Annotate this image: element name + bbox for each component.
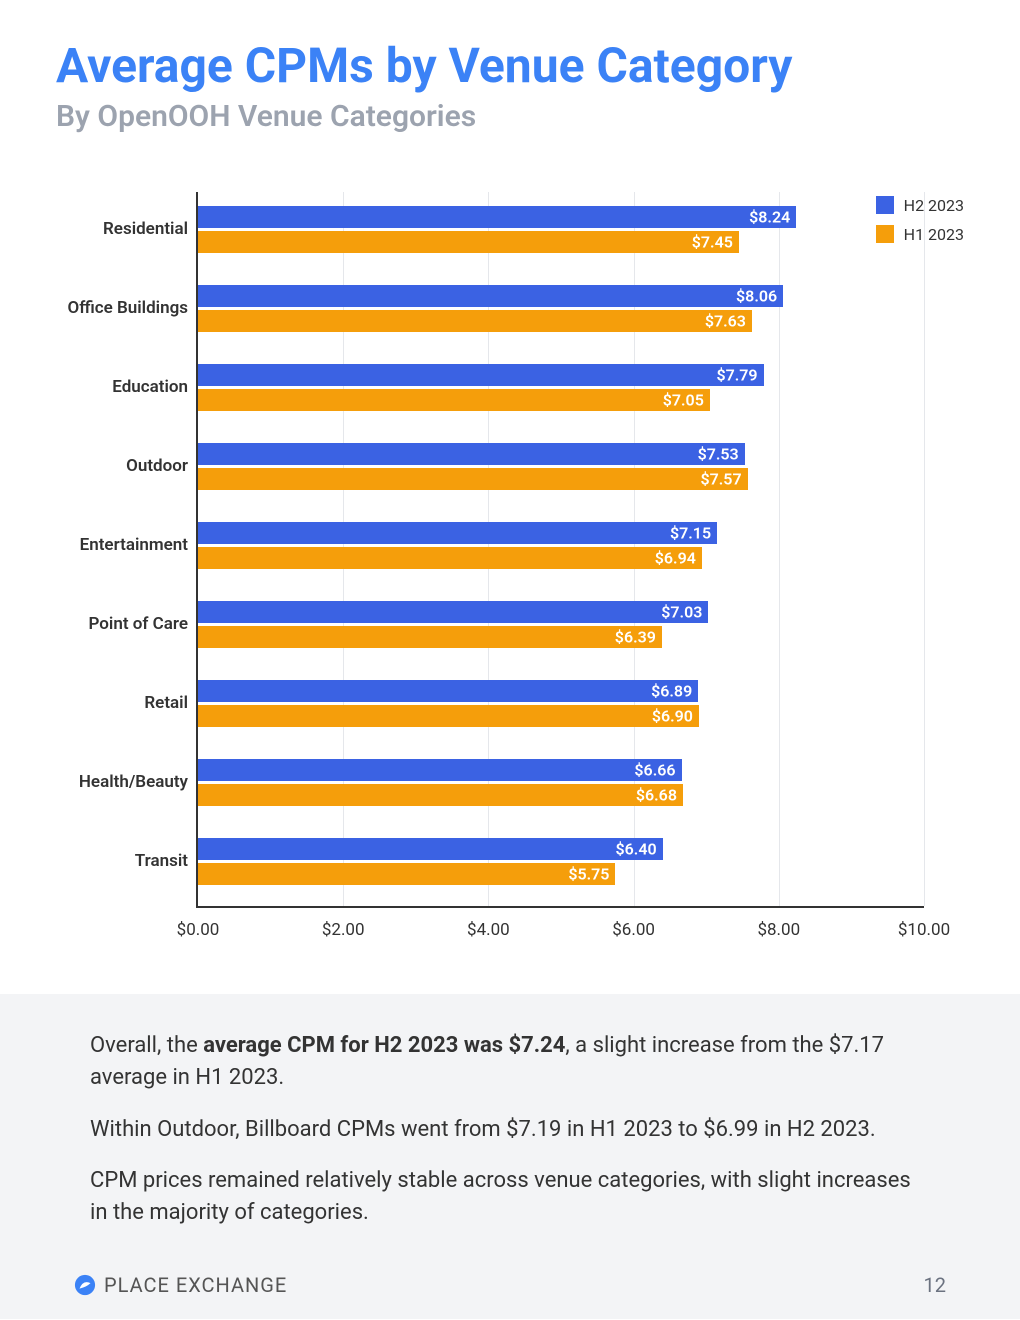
legend: H2 2023 H1 2023 — [876, 196, 964, 254]
bar: $7.53 — [198, 443, 745, 465]
category-group: Point of Care$7.03$6.39 — [198, 601, 924, 648]
bar: $6.90 — [198, 705, 699, 727]
category-label: Residential — [103, 219, 198, 239]
bar: $5.75 — [198, 863, 615, 885]
brand: PLACE EXCHANGE — [74, 1273, 287, 1297]
note-3: CPM prices remained relatively stable ac… — [90, 1165, 930, 1229]
bar: $6.39 — [198, 626, 662, 648]
bar-value-label: $6.68 — [636, 785, 677, 804]
cpm-chart: $0.00 $2.00 $4.00 $6.00 $8.00 $10.00 Residenti… — [56, 174, 964, 964]
bar: $6.40 — [198, 838, 663, 860]
page-number: 12 — [924, 1273, 946, 1297]
category-label: Office Buildings — [68, 298, 198, 318]
bar-value-label: $6.39 — [615, 627, 656, 646]
bar: $6.89 — [198, 680, 698, 702]
bar-value-label: $6.94 — [655, 548, 696, 567]
category-group: Retail$6.89$6.90 — [198, 680, 924, 727]
category-group: Transit$6.40$5.75 — [198, 838, 924, 885]
bar: $7.57 — [198, 468, 748, 490]
page-subtitle: By OpenOOH Venue Categories — [56, 99, 964, 134]
bar-value-label: $6.40 — [616, 839, 657, 858]
bar-value-label: $7.57 — [700, 469, 741, 488]
note-2: Within Outdoor, Billboard CPMs went from… — [90, 1114, 930, 1146]
legend-label: H1 2023 — [904, 225, 964, 244]
bar: $7.45 — [198, 231, 739, 253]
bar-value-label: $6.90 — [652, 706, 693, 725]
notes-section: Overall, the average CPM for H2 2023 was… — [0, 994, 1020, 1319]
x-axis-label: $8.00 — [757, 920, 800, 940]
bar-value-label: $6.66 — [634, 760, 675, 779]
header: Average CPMs by Venue Category By OpenOO… — [0, 0, 1020, 154]
bar: $8.24 — [198, 206, 796, 228]
category-label: Point of Care — [88, 614, 198, 634]
bar: $6.66 — [198, 759, 682, 781]
legend-label: H2 2023 — [904, 196, 964, 215]
bar: $6.94 — [198, 547, 702, 569]
bar: $7.79 — [198, 364, 764, 386]
note-1-bold: average CPM for H2 2023 was $7.24 — [203, 1033, 565, 1058]
legend-swatch — [876, 225, 894, 243]
bar-value-label: $7.15 — [670, 523, 711, 542]
x-axis-label: $6.00 — [612, 920, 655, 940]
legend-item: H2 2023 — [876, 196, 964, 215]
bar: $7.15 — [198, 522, 717, 544]
category-label: Transit — [135, 851, 198, 871]
category-group: Education$7.79$7.05 — [198, 364, 924, 411]
bar-value-label: $7.45 — [692, 232, 733, 251]
chart-inner: $0.00 $2.00 $4.00 $6.00 $8.00 $10.00 Residenti… — [56, 174, 964, 964]
bar-value-label: $6.89 — [651, 681, 692, 700]
x-axis-label: $0.00 — [177, 920, 220, 940]
category-group: Health/Beauty$6.66$6.68 — [198, 759, 924, 806]
brand-icon — [74, 1274, 96, 1296]
bar-value-label: $8.24 — [749, 207, 790, 226]
bar: $6.68 — [198, 784, 683, 806]
category-label: Outdoor — [126, 456, 198, 476]
bar-value-label: $7.53 — [698, 444, 739, 463]
category-label: Education — [112, 377, 198, 397]
bar: $7.05 — [198, 389, 710, 411]
category-label: Health/Beauty — [79, 772, 198, 792]
x-axis-label: $4.00 — [467, 920, 510, 940]
bar: $7.63 — [198, 310, 752, 332]
bar-value-label: $7.05 — [663, 390, 704, 409]
legend-item: H1 2023 — [876, 225, 964, 244]
category-group: Office Buildings$8.06$7.63 — [198, 285, 924, 332]
bar-value-label: $7.63 — [705, 311, 746, 330]
bar: $7.03 — [198, 601, 708, 623]
bar-value-label: $5.75 — [568, 864, 609, 883]
page: Average CPMs by Venue Category By OpenOO… — [0, 0, 1020, 1319]
bar-value-label: $7.79 — [716, 365, 757, 384]
category-label: Entertainment — [80, 535, 198, 555]
x-axis-label: $2.00 — [322, 920, 365, 940]
note-1-pre: Overall, the — [90, 1033, 203, 1058]
category-group: Outdoor$7.53$7.57 — [198, 443, 924, 490]
gridline — [924, 192, 925, 906]
category-label: Retail — [144, 693, 198, 713]
category-group: Entertainment$7.15$6.94 — [198, 522, 924, 569]
brand-text: PLACE EXCHANGE — [104, 1273, 287, 1297]
plot-area: $0.00$2.00$4.00$6.00$8.00$10.00Residenti… — [196, 192, 924, 908]
bar: $8.06 — [198, 285, 783, 307]
x-axis-label: $10.00 — [898, 920, 950, 940]
footer: PLACE EXCHANGE 12 — [74, 1273, 946, 1297]
bar-value-label: $8.06 — [736, 286, 777, 305]
category-group: Residential$8.24$7.45 — [198, 206, 924, 253]
page-title: Average CPMs by Venue Category — [56, 40, 964, 93]
bar-value-label: $7.03 — [661, 602, 702, 621]
legend-swatch — [876, 196, 894, 214]
note-1: Overall, the average CPM for H2 2023 was… — [90, 1030, 930, 1094]
